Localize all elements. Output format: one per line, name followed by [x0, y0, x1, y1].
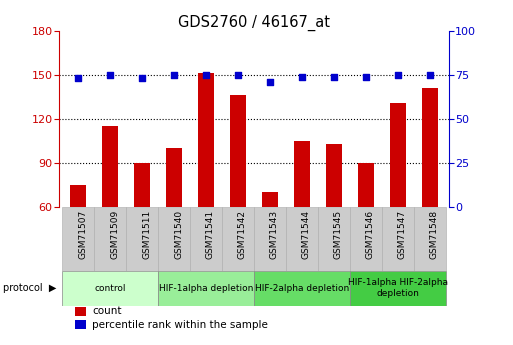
Text: GSM71511: GSM71511 — [142, 210, 151, 259]
Bar — [358, 163, 374, 295]
Point — [393, 72, 402, 78]
Text: GSM71544: GSM71544 — [302, 210, 311, 259]
Text: GSM71542: GSM71542 — [238, 210, 247, 259]
Bar — [390, 103, 406, 295]
Bar — [294, 141, 310, 295]
Bar — [318, 207, 350, 270]
Bar — [222, 207, 254, 270]
Bar — [62, 207, 94, 270]
Point — [170, 72, 178, 78]
Bar — [422, 88, 438, 295]
Bar — [350, 207, 382, 270]
Point — [74, 76, 82, 81]
Text: percentile rank within the sample: percentile rank within the sample — [92, 319, 268, 329]
Bar — [254, 270, 350, 306]
Bar — [102, 126, 118, 295]
Point — [266, 79, 274, 85]
Text: GSM71507: GSM71507 — [78, 210, 87, 259]
Text: HIF-1alpha HIF-2alpha
depletion: HIF-1alpha HIF-2alpha depletion — [348, 278, 448, 298]
Text: HIF-1alpha depletion: HIF-1alpha depletion — [159, 284, 253, 293]
Bar — [94, 207, 126, 270]
Bar — [62, 270, 158, 306]
Title: GDS2760 / 46167_at: GDS2760 / 46167_at — [178, 15, 330, 31]
Point — [330, 74, 338, 79]
Text: GSM71545: GSM71545 — [334, 210, 343, 259]
Text: GSM71541: GSM71541 — [206, 210, 215, 259]
Text: protocol  ▶: protocol ▶ — [3, 283, 56, 293]
Bar — [126, 207, 158, 270]
Bar — [158, 207, 190, 270]
Bar — [134, 163, 150, 295]
Text: HIF-2alpha depletion: HIF-2alpha depletion — [255, 284, 349, 293]
Bar — [74, 320, 86, 329]
Bar — [70, 185, 86, 295]
Bar — [190, 207, 222, 270]
Point — [298, 74, 306, 79]
Point — [138, 76, 146, 81]
Bar — [230, 96, 246, 295]
Point — [202, 72, 210, 78]
Bar — [286, 207, 318, 270]
Text: GSM71543: GSM71543 — [270, 210, 279, 259]
Bar — [350, 270, 446, 306]
Point — [362, 74, 370, 79]
Text: control: control — [94, 284, 126, 293]
Bar — [413, 207, 446, 270]
Text: GSM71546: GSM71546 — [366, 210, 375, 259]
Bar — [254, 207, 286, 270]
Bar — [166, 148, 182, 295]
Bar — [262, 192, 278, 295]
Text: GSM71548: GSM71548 — [430, 210, 439, 259]
Text: count: count — [92, 306, 122, 316]
Text: GSM71540: GSM71540 — [174, 210, 183, 259]
Bar — [326, 144, 342, 295]
Point — [426, 72, 434, 78]
Bar — [198, 73, 214, 295]
Point — [234, 72, 242, 78]
Text: GSM71547: GSM71547 — [398, 210, 407, 259]
Text: GSM71509: GSM71509 — [110, 210, 119, 259]
Bar — [382, 207, 413, 270]
Bar — [74, 307, 86, 316]
Bar — [158, 270, 254, 306]
Point — [106, 72, 114, 78]
